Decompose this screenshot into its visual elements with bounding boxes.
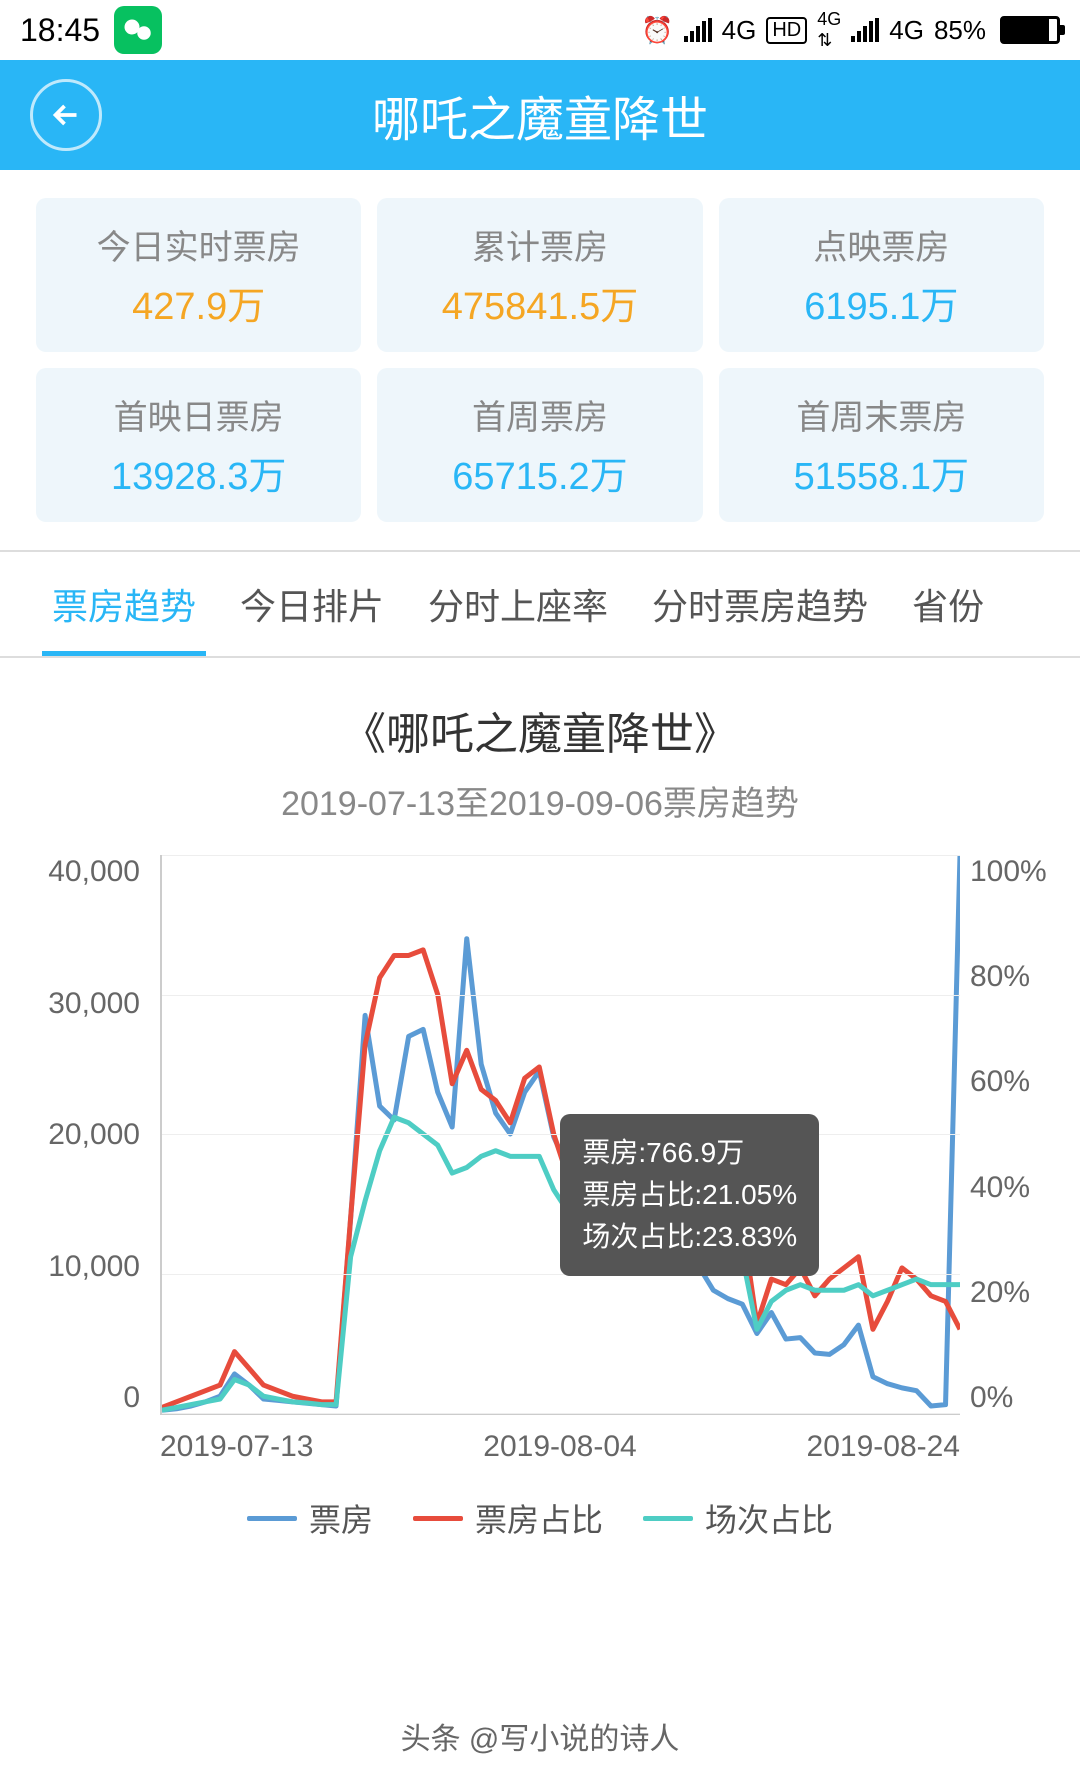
y-axis-right: 100%80%60%40%20%0% [970,855,1050,1415]
stat-label: 点映票房 [729,220,1034,269]
tab-1[interactable]: 今日排片 [218,552,406,656]
tab-4[interactable]: 省份 [890,552,1006,656]
legend-swatch [643,1516,693,1521]
tab-0[interactable]: 票房趋势 [30,552,218,656]
stat-value: 427.9万 [46,275,351,330]
legend-label: 票房占比 [475,1495,603,1541]
chart-canvas[interactable]: 40,00030,00020,00010,0000 100%80%60%40%2… [30,855,1050,1575]
app-header: 哪吒之魔童降世 [0,60,1080,170]
stat-value: 13928.3万 [46,445,351,500]
signal-icon [684,18,712,42]
legend-label: 场次占比 [705,1495,833,1541]
chart-section: 《哪吒之魔童降世》 2019-07-13至2019-09-06票房趋势 40,0… [0,658,1080,1575]
stat-card[interactable]: 首周末票房 51558.1万 [719,368,1044,522]
tabs: 票房趋势今日排片分时上座率分时票房趋势省份 [0,550,1080,658]
battery-icon [1000,16,1060,44]
chart-subtitle: 2019-07-13至2019-09-06票房趋势 [30,776,1050,825]
stat-value: 6195.1万 [729,275,1034,330]
stat-label: 累计票房 [387,220,692,269]
legend-label: 票房 [309,1495,373,1541]
stat-card[interactable]: 累计票房 475841.5万 [377,198,702,352]
alarm-icon: ⏰ [641,15,673,46]
status-time: 18:45 [20,12,100,49]
chart-title: 《哪吒之魔童降世》 [30,698,1050,762]
legend-swatch [413,1516,463,1521]
status-right: ⏰ 4G HD 4G⇅ 4G 85% [641,9,1060,51]
stat-card[interactable]: 今日实时票房 427.9万 [36,198,361,352]
stat-value: 65715.2万 [387,445,692,500]
legend-swatch [247,1516,297,1521]
stat-label: 今日实时票房 [46,220,351,269]
stat-label: 首周票房 [387,390,692,439]
page-title: 哪吒之魔童降世 [372,80,708,150]
legend-item[interactable]: 票房占比 [413,1495,603,1541]
tab-3[interactable]: 分时票房趋势 [630,552,890,656]
stat-value: 475841.5万 [387,275,692,330]
hd-badge: HD [766,17,807,44]
chart-tooltip: 票房:766.9万票房占比:21.05%场次占比:23.83% [560,1114,819,1276]
stat-value: 51558.1万 [729,445,1034,500]
data-icon: 4G⇅ [817,9,841,51]
attribution: 头条 @写小说的诗人 [0,1714,1080,1758]
wechat-icon [114,6,162,54]
stat-card[interactable]: 首映日票房 13928.3万 [36,368,361,522]
stat-label: 首映日票房 [46,390,351,439]
back-button[interactable] [30,79,102,151]
status-bar: 18:45 ⏰ 4G HD 4G⇅ 4G 85% [0,0,1080,60]
legend-item[interactable]: 场次占比 [643,1495,833,1541]
stats-grid: 今日实时票房 427.9万累计票房 475841.5万点映票房 6195.1万首… [0,170,1080,550]
x-axis: 2019-07-132019-08-042019-08-24 [160,1430,960,1464]
legend: 票房 票房占比 场次占比 [30,1495,1050,1541]
y-axis-left: 40,00030,00020,00010,0000 [30,855,140,1415]
stat-card[interactable]: 首周票房 65715.2万 [377,368,702,522]
signal-icon-2 [851,18,879,42]
network-2: 4G [889,15,924,46]
tab-2[interactable]: 分时上座率 [406,552,630,656]
battery-pct: 85% [934,15,986,46]
network-1: 4G [722,15,757,46]
stat-card[interactable]: 点映票房 6195.1万 [719,198,1044,352]
legend-item[interactable]: 票房 [247,1495,373,1541]
stat-label: 首周末票房 [729,390,1034,439]
